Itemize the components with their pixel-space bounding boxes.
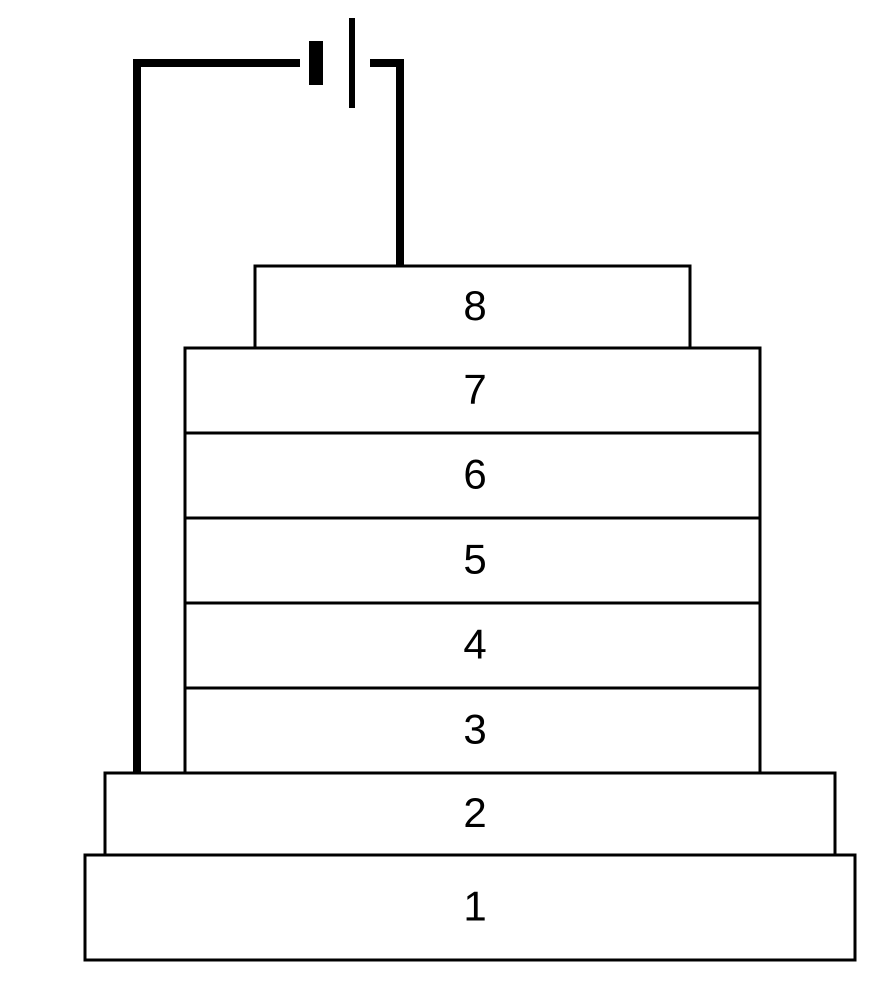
layer-8: 8 — [255, 266, 690, 348]
layer-8-label: 8 — [463, 282, 486, 329]
layer-7-label: 7 — [463, 366, 486, 413]
layer-3: 3 — [185, 688, 760, 773]
layer-3-label: 3 — [463, 706, 486, 753]
layer-1: 1 — [85, 855, 855, 960]
layer-6-label: 6 — [463, 451, 486, 498]
layer-5-label: 5 — [463, 536, 486, 583]
layer-6: 6 — [185, 433, 760, 518]
layer-2: 2 — [105, 773, 835, 855]
layer-stack-diagram: 1 2 3 4 5 6 7 8 — [0, 0, 892, 994]
layer-2-label: 2 — [463, 789, 486, 836]
layer-5: 5 — [185, 518, 760, 603]
wire-right — [370, 63, 400, 266]
layers-group: 1 2 3 4 5 6 7 8 — [85, 266, 855, 960]
layer-4-label: 4 — [463, 621, 486, 668]
layer-1-label: 1 — [463, 883, 486, 930]
layer-4: 4 — [185, 603, 760, 688]
layer-7: 7 — [185, 348, 760, 433]
